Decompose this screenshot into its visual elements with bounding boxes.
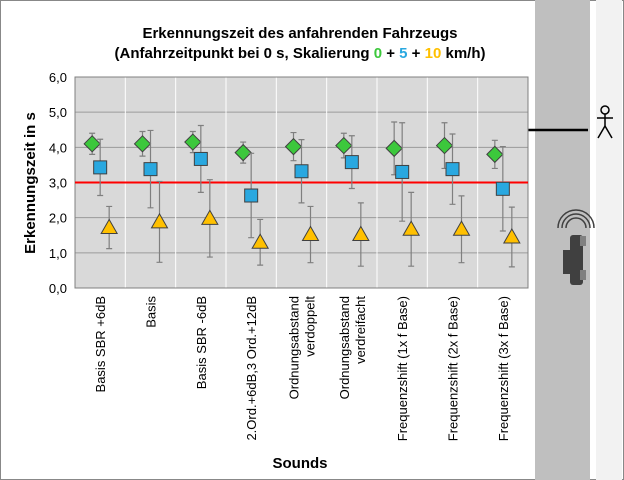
legend-entry: 10	[425, 45, 442, 62]
subtitle-text: +	[382, 45, 399, 62]
x-tick-label: Frequenzshift (3x f Base)	[496, 296, 511, 441]
sidewalk	[596, 0, 622, 480]
marker	[496, 182, 509, 195]
marker	[295, 165, 308, 178]
marker	[245, 189, 258, 202]
chart-title: Erkennungszeit des anfahrenden Fahrzeugs	[142, 25, 457, 42]
y-tick-label: 1,0	[49, 246, 67, 261]
marker	[194, 152, 207, 165]
y-tick-label: 6,0	[49, 70, 67, 85]
y-tick-label: 4,0	[49, 140, 67, 155]
legend-entry: 0	[374, 45, 382, 62]
y-tick-label: 0,0	[49, 281, 67, 296]
subtitle-text: km/h)	[441, 45, 485, 62]
y-tick-label: 2,0	[49, 211, 67, 226]
marker	[94, 161, 107, 174]
y-axis-label: Erkennungszeit in s	[22, 112, 39, 254]
x-tick-label: 2.Ord.+6dB,3 Ord.+12dB	[244, 296, 259, 441]
x-axis-label: Sounds	[273, 455, 328, 472]
marker	[144, 163, 157, 176]
subtitle-text: (Anfahrzeitpunkt bei 0 s, Skalierung	[115, 45, 374, 62]
marker	[396, 165, 409, 178]
x-tick-label: Frequenzshift (2x f Base)	[446, 296, 461, 441]
x-tick-label: Frequenzshift (1x f Base)	[395, 296, 410, 441]
chart-subtitle: (Anfahrzeitpunkt bei 0 s, Skalierung 0 +…	[115, 45, 486, 62]
x-tick-label: Basis SBR +6dB	[93, 296, 108, 392]
x-tick-label: Basis	[144, 296, 159, 328]
x-tick-label: Basis SBR -6dB	[194, 296, 209, 389]
subtitle-text: +	[408, 45, 425, 62]
marker	[345, 156, 358, 169]
y-tick-label: 3,0	[49, 176, 67, 191]
legend-entry: 5	[399, 45, 407, 62]
marker	[446, 163, 459, 176]
chart: Erkennungszeit des anfahrenden Fahrzeugs…	[0, 0, 624, 480]
y-tick-label: 5,0	[49, 105, 67, 120]
